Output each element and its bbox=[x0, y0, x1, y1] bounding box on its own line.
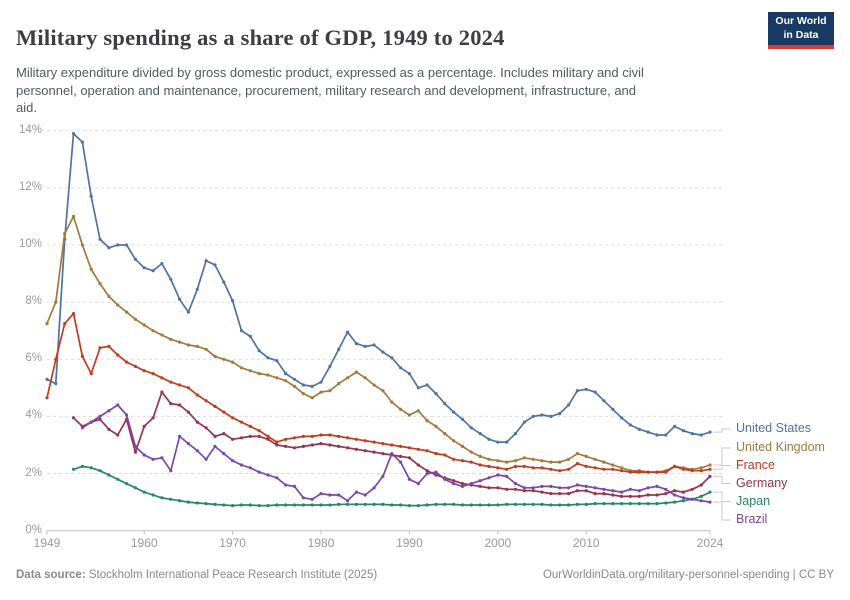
series-markers-united-kingdom bbox=[45, 214, 712, 474]
y-tick-label-8: 8% bbox=[25, 295, 42, 308]
footer-link[interactable]: OurWorldinData.org/military-personnel-sp… bbox=[542, 569, 834, 581]
legend-label-japan[interactable]: Japan bbox=[736, 493, 771, 508]
legend-label-united-kingdom[interactable]: United Kingdom bbox=[736, 440, 825, 454]
legend-connector-japan bbox=[713, 491, 731, 502]
series-line-japan[interactable] bbox=[73, 465, 711, 507]
x-tick-label-1980: 1980 bbox=[307, 536, 335, 550]
y-tick-label-2: 2% bbox=[25, 466, 42, 479]
data-source-text: Stockholm International Peace Research I… bbox=[85, 569, 378, 581]
x-tick-label-1949: 1949 bbox=[33, 536, 61, 550]
series-line-france[interactable] bbox=[46, 312, 711, 473]
y-tick-label-6: 6% bbox=[25, 352, 42, 365]
series-markers-united-states bbox=[45, 132, 712, 444]
legend-connector-brazil bbox=[713, 501, 731, 521]
series-markers-brazil bbox=[80, 403, 712, 504]
owid-logo-text: Our World in Data bbox=[775, 15, 827, 41]
legend-label-germany[interactable]: Germany bbox=[736, 475, 788, 490]
legend-label-brazil[interactable]: Brazil bbox=[736, 512, 768, 526]
legend-connector-france bbox=[713, 465, 731, 470]
series-markers-germany bbox=[71, 390, 712, 498]
y-tick-label-0: 0% bbox=[25, 523, 42, 536]
owid-logo[interactable]: Our World in Data bbox=[768, 12, 834, 49]
legend-connector-germany bbox=[713, 475, 731, 484]
series-markers-japan bbox=[71, 464, 712, 508]
legend-label-france[interactable]: France bbox=[736, 457, 775, 472]
y-tick-label-12: 12% bbox=[18, 180, 42, 193]
chart-subtitle: Military expenditure divided by gross do… bbox=[16, 65, 644, 115]
legend-connector-united-states bbox=[713, 428, 731, 433]
data-source-label: Data source: bbox=[16, 569, 86, 581]
series-line-united-states[interactable] bbox=[46, 132, 711, 443]
chart-footer: Data source: Stockholm International Pea… bbox=[16, 569, 834, 581]
page-title: Military spending as a share of GDP, 194… bbox=[16, 25, 505, 51]
y-tick-label-10: 10% bbox=[18, 237, 42, 250]
x-tick-label-2000: 2000 bbox=[484, 536, 512, 550]
x-tick-label-1970: 1970 bbox=[219, 536, 246, 550]
y-tick-label-4: 4% bbox=[25, 409, 42, 422]
x-tick-label-1960: 1960 bbox=[130, 536, 158, 550]
x-tick-label-1990: 1990 bbox=[396, 536, 423, 550]
series-markers-france bbox=[45, 312, 712, 474]
x-tick-label-2024: 2024 bbox=[696, 536, 724, 550]
y-tick-label-14: 14% bbox=[18, 123, 42, 136]
data-source-note: Data source: Stockholm International Pea… bbox=[16, 569, 377, 581]
x-tick-label-2010: 2010 bbox=[572, 536, 600, 550]
series-line-brazil[interactable] bbox=[81, 404, 711, 503]
series-line-united-kingdom[interactable] bbox=[46, 215, 711, 473]
legend-label-united-states[interactable]: United States bbox=[736, 421, 812, 435]
legend-connector-united-kingdom bbox=[713, 447, 731, 466]
